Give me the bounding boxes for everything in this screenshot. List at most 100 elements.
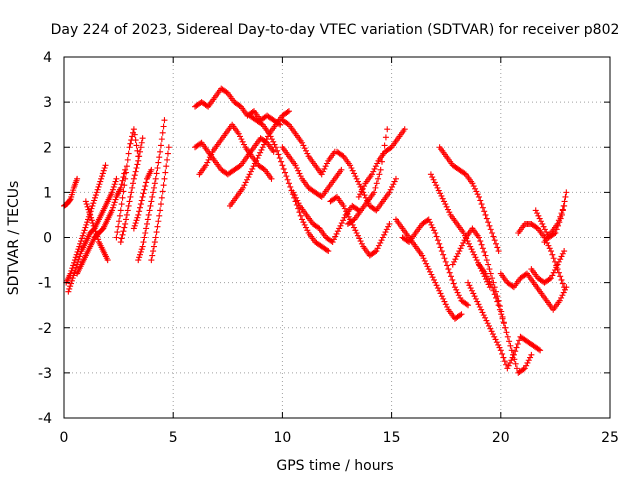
- data-point: [433, 233, 440, 240]
- data-point: [558, 210, 565, 217]
- data-point: [302, 147, 309, 154]
- data-point: [464, 238, 471, 245]
- data-point: [448, 273, 455, 280]
- data-point: [549, 251, 556, 258]
- data-point: [343, 208, 350, 215]
- data-point: [119, 231, 126, 238]
- data-point: [236, 102, 243, 109]
- data-point: [263, 136, 270, 143]
- grid: [64, 57, 610, 418]
- data-point: [391, 178, 398, 185]
- data-point: [69, 265, 76, 272]
- data-point: [123, 211, 130, 218]
- y-axis-label: SDTVAR / TECUs: [6, 181, 22, 296]
- data-point: [466, 282, 473, 289]
- data-point: [349, 167, 356, 174]
- data-point: [457, 245, 464, 252]
- data-point: [436, 240, 443, 247]
- data-point: [491, 237, 498, 244]
- data-point: [69, 275, 76, 282]
- data-point: [559, 206, 566, 213]
- data-point: [352, 227, 359, 234]
- y-tick-label: -2: [38, 321, 52, 337]
- series-arc-28: [465, 279, 544, 372]
- data-point: [152, 234, 159, 241]
- data-point: [81, 227, 88, 234]
- data-point: [125, 202, 132, 209]
- data-point: [378, 237, 385, 244]
- data-point: [372, 163, 379, 170]
- data-point: [90, 200, 97, 207]
- data-point: [302, 224, 309, 231]
- series-arc-9: [148, 144, 172, 264]
- data-point: [557, 256, 564, 263]
- data-point: [284, 109, 291, 116]
- series-arc-27: [449, 225, 509, 331]
- data-point: [461, 237, 468, 244]
- data-point: [457, 312, 464, 319]
- data-point: [355, 193, 362, 200]
- data-point: [292, 194, 299, 201]
- data-point: [521, 365, 528, 372]
- data-point: [494, 244, 501, 251]
- data-point: [132, 137, 139, 144]
- data-point: [89, 202, 96, 209]
- data-point: [356, 181, 363, 188]
- data-point: [67, 283, 74, 290]
- data-point: [446, 209, 453, 216]
- data-point: [548, 248, 555, 255]
- data-point: [420, 255, 427, 262]
- data-point: [147, 202, 154, 209]
- data-point: [497, 347, 504, 354]
- data-point: [245, 174, 252, 181]
- data-point: [483, 257, 490, 264]
- data-point: [101, 165, 108, 172]
- data-point: [116, 212, 123, 219]
- data-point: [554, 220, 561, 227]
- data-point: [361, 183, 368, 190]
- data-point: [487, 281, 494, 288]
- data-point: [272, 144, 279, 151]
- data-point: [143, 220, 150, 227]
- data-point: [296, 170, 303, 177]
- data-point: [83, 221, 90, 228]
- data-point: [428, 271, 435, 278]
- data-point: [432, 229, 439, 236]
- data-point: [130, 180, 137, 187]
- data-point: [437, 244, 444, 251]
- data-point: [68, 277, 75, 284]
- data-point: [135, 211, 142, 218]
- data-point: [442, 201, 449, 208]
- data-point: [223, 89, 230, 96]
- data-point: [149, 252, 156, 259]
- data-point: [555, 258, 562, 265]
- data-point: [117, 239, 124, 246]
- data-point: [374, 245, 381, 252]
- data-point: [495, 341, 502, 348]
- data-point: [279, 162, 286, 169]
- data-point: [150, 184, 157, 191]
- data-point: [258, 146, 265, 153]
- data-point: [545, 242, 552, 249]
- data-point: [74, 248, 81, 255]
- y-tick-label: 3: [43, 95, 52, 111]
- data-point: [502, 324, 509, 331]
- data-point: [482, 252, 489, 259]
- data-point: [294, 197, 301, 204]
- data-point: [429, 224, 436, 231]
- data-point: [554, 261, 561, 268]
- data-point: [122, 166, 129, 173]
- data-point: [337, 222, 344, 229]
- data-point: [127, 193, 134, 200]
- data-points: [61, 85, 570, 376]
- data-point: [372, 184, 379, 191]
- data-point: [249, 109, 256, 116]
- data-point: [318, 171, 325, 178]
- data-point: [96, 181, 103, 188]
- data-point: [381, 231, 388, 238]
- data-point: [124, 156, 131, 163]
- data-point: [285, 180, 292, 187]
- data-point: [295, 167, 302, 174]
- data-point: [472, 254, 479, 261]
- data-point: [513, 344, 520, 351]
